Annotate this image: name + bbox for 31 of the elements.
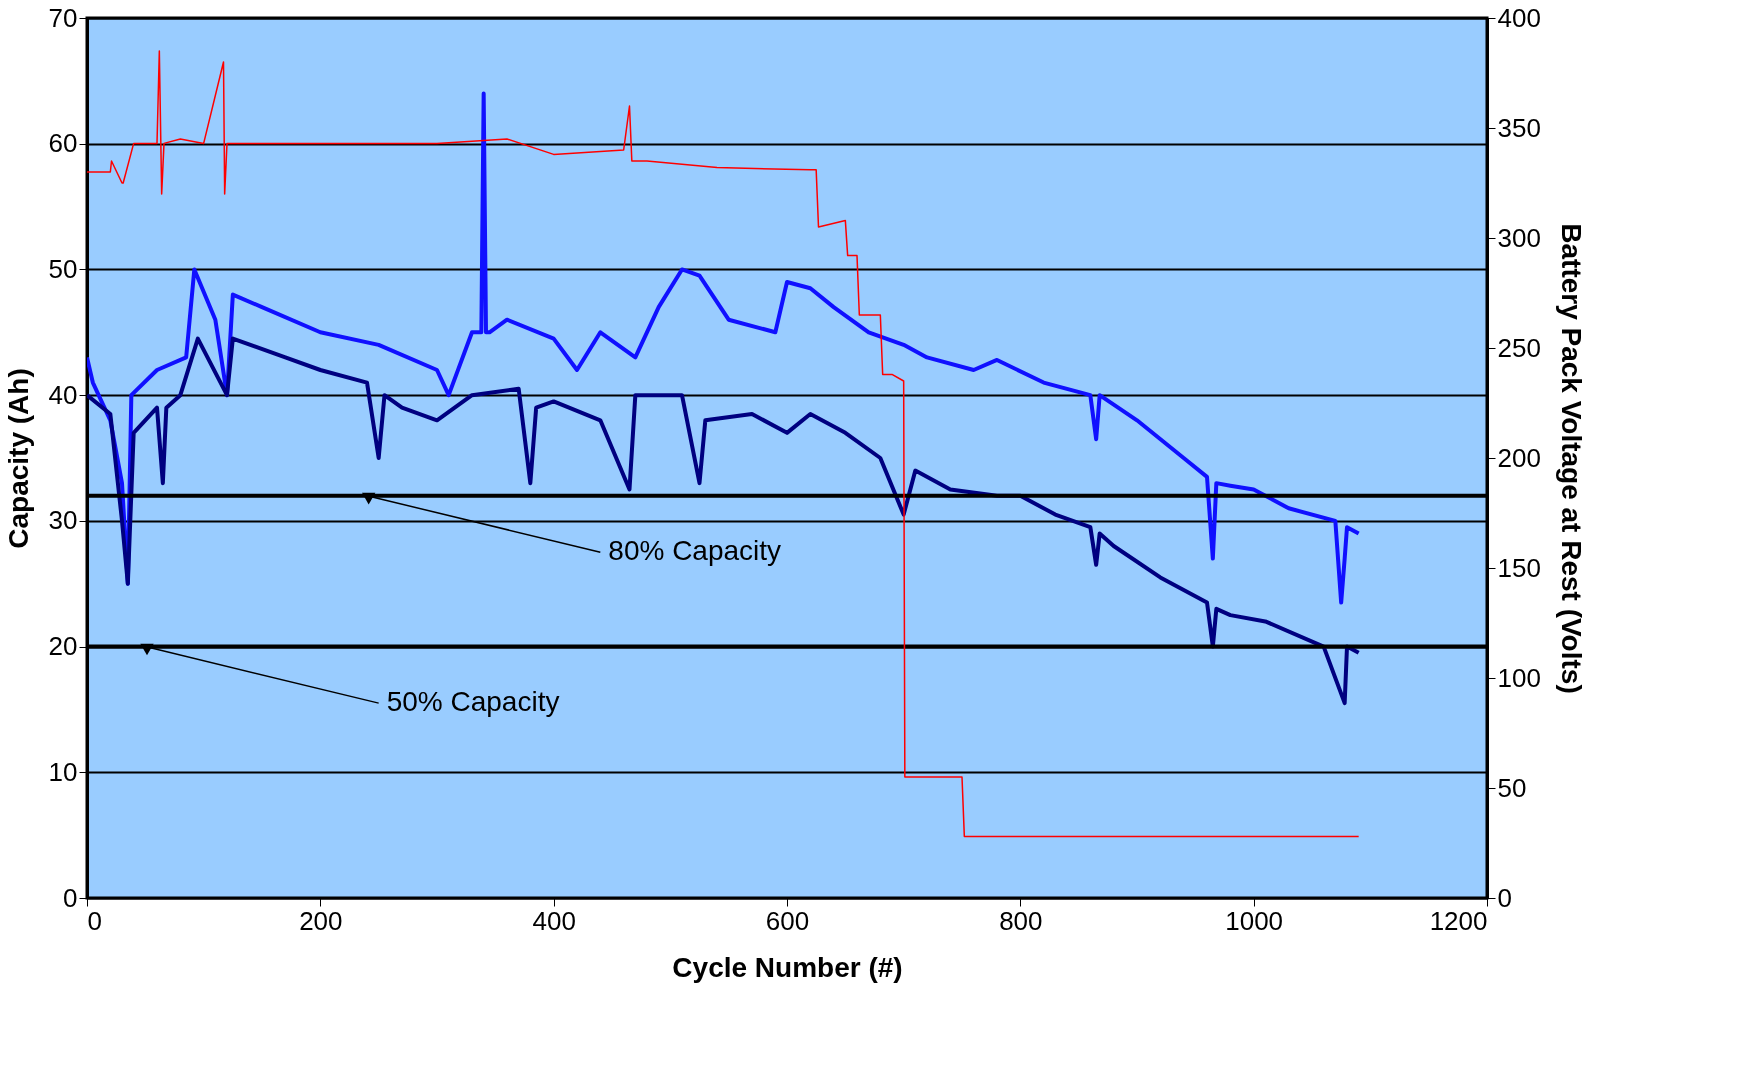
line-series [87,50,1360,838]
y2-tick-label: 400 [1497,2,1541,33]
x-tick-label: 400 [532,905,576,936]
y-tick-label: 20 [48,631,78,662]
line-series [87,91,1361,605]
x-tick-label: 1200 [1429,905,1488,936]
y-tick-label: 40 [48,379,78,410]
y-axis-title: Capacity (Ah) [2,368,34,549]
y-tick-label: 0 [63,882,78,913]
y2-tick-label: 300 [1497,222,1541,253]
x-tick-label: 800 [999,905,1043,936]
y-tick-label: 30 [48,505,78,536]
y2-tick-label: 200 [1497,442,1541,473]
annotation: 50% Capacity [386,686,560,718]
x-tick-label: 600 [765,905,810,936]
x-tick-label: 200 [299,905,343,936]
y2-tick-label: 250 [1497,332,1541,363]
y-tick-label: 10 [48,756,78,787]
y2-tick-label: 150 [1497,552,1541,583]
y2-tick-label: 350 [1497,112,1541,143]
annotation: 80% Capacity [608,535,782,567]
y2-tick-label: 100 [1497,662,1541,693]
y2-tick-label: 50 [1497,772,1527,803]
y2-axis-title: Battery Pack Voltage at Rest (Volts) [1555,223,1587,694]
x-axis-title: Cycle Number (#) [672,951,903,983]
x-tick-label: 0 [87,905,102,936]
y-tick-label: 70 [48,2,78,33]
y-tick-label: 50 [48,253,78,284]
y2-tick-label: 0 [1497,882,1512,913]
y-tick-label: 60 [48,128,78,159]
x-tick-label: 1000 [1225,905,1284,936]
